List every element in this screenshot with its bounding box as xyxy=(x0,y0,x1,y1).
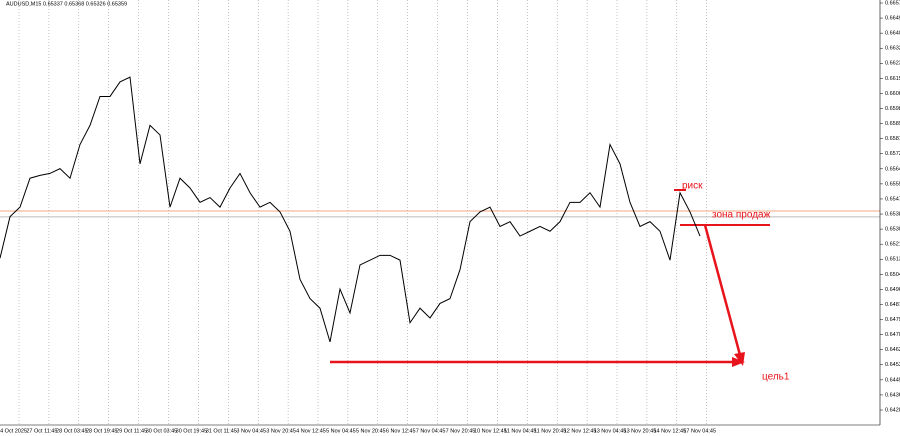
y-tick-label: 0.66490 xyxy=(885,16,900,22)
x-tick-label: 3 Nov 04:45 xyxy=(236,428,266,434)
y-tick-label: 0.66575 xyxy=(885,0,900,6)
arrow-line xyxy=(703,224,742,356)
x-tick-label: 30 Oct 03:45 xyxy=(146,428,178,434)
arrow-head xyxy=(732,357,745,367)
x-tick-label: 4 Nov 12:45 xyxy=(296,428,326,434)
x-tick-label: 3 Nov 20:45 xyxy=(266,428,296,434)
y-tick-label: 0.66405 xyxy=(885,31,900,37)
x-tick-label: 5 Nov 20:45 xyxy=(356,428,386,434)
x-tick-label: 7 Nov 04:45 xyxy=(416,428,446,434)
x-tick-label: 11 Nov 04:45 xyxy=(504,428,536,434)
x-tick-label: 17 Nov 04:45 xyxy=(683,428,716,434)
y-tick-label: 0.64535 xyxy=(885,362,900,368)
y-tick-label: 0.64705 xyxy=(885,332,900,338)
price-line xyxy=(0,76,701,343)
y-tick-label: 0.64620 xyxy=(885,347,900,353)
x-tick-label: 29 Oct 11:45 xyxy=(116,428,147,434)
y-tick-label: 0.64450 xyxy=(885,377,900,383)
y-tick-label: 0.64365 xyxy=(885,392,900,398)
arrow-head xyxy=(734,352,745,366)
x-tick-label: 7 Nov 20:45 xyxy=(446,428,476,434)
x-tick-label: 11 Nov 20:45 xyxy=(534,428,566,434)
y-tick-label: 0.65980 xyxy=(885,106,900,112)
y-tick-label: 0.65130 xyxy=(885,257,900,263)
x-tick-label: 27 Oct 11:45 xyxy=(26,428,57,434)
x-tick-label: 10 Nov 12:45 xyxy=(474,428,507,434)
x-tick-label: 5 Nov 04:45 xyxy=(326,428,356,434)
y-tick-label: 0.66150 xyxy=(885,76,900,82)
y-tick-label: 0.66235 xyxy=(885,61,900,67)
x-tick-label: 6 Nov 12:45 xyxy=(386,428,416,434)
target-label: цель1 xyxy=(762,372,790,383)
chart-title: AUDUSD,M15 0.65337 0.65368 0.65326 0.653… xyxy=(6,1,127,7)
y-tick-label: 0.65045 xyxy=(885,272,900,278)
y-tick-label: 0.66320 xyxy=(885,46,900,52)
y-tick-label: 0.65555 xyxy=(885,181,900,187)
y-tick-label: 0.64280 xyxy=(885,407,900,413)
y-tick-label: 0.65895 xyxy=(885,121,900,127)
y-tick-label: 0.64875 xyxy=(885,302,900,308)
y-tick-label: 0.64790 xyxy=(885,317,900,323)
y-tick-label: 0.65725 xyxy=(885,151,900,157)
y-tick-label: 0.66065 xyxy=(885,91,900,97)
sell-zone-label: зона продаж xyxy=(712,210,771,221)
y-tick-label: 0.65215 xyxy=(885,242,900,248)
x-tick-label: 28 Oct 03:45 xyxy=(56,428,88,434)
x-tick-label: 12 Nov 12:45 xyxy=(564,428,597,434)
risk-label: риск xyxy=(682,181,703,192)
y-tick-label: 0.65385 xyxy=(885,211,900,217)
x-tick-label: 31 Oct 11:45 xyxy=(206,428,237,434)
x-tick-label: 14 Nov 12:45 xyxy=(653,428,686,434)
x-tick-label: 28 Oct 19:45 xyxy=(86,428,118,434)
y-tick-label: 0.65810 xyxy=(885,136,900,142)
x-tick-label: 13 Nov 20:45 xyxy=(624,428,657,434)
y-tick-label: 0.65300 xyxy=(885,227,900,233)
y-tick-label: 0.64960 xyxy=(885,287,900,293)
x-tick-label: 13 Nov 04:45 xyxy=(594,428,627,434)
x-tick-label: 24 Oct 2025 xyxy=(0,428,27,434)
y-tick-label: 0.65640 xyxy=(885,166,900,172)
x-tick-label: 30 Oct 19:45 xyxy=(176,428,208,434)
y-tick-label: 0.65470 xyxy=(885,196,900,202)
